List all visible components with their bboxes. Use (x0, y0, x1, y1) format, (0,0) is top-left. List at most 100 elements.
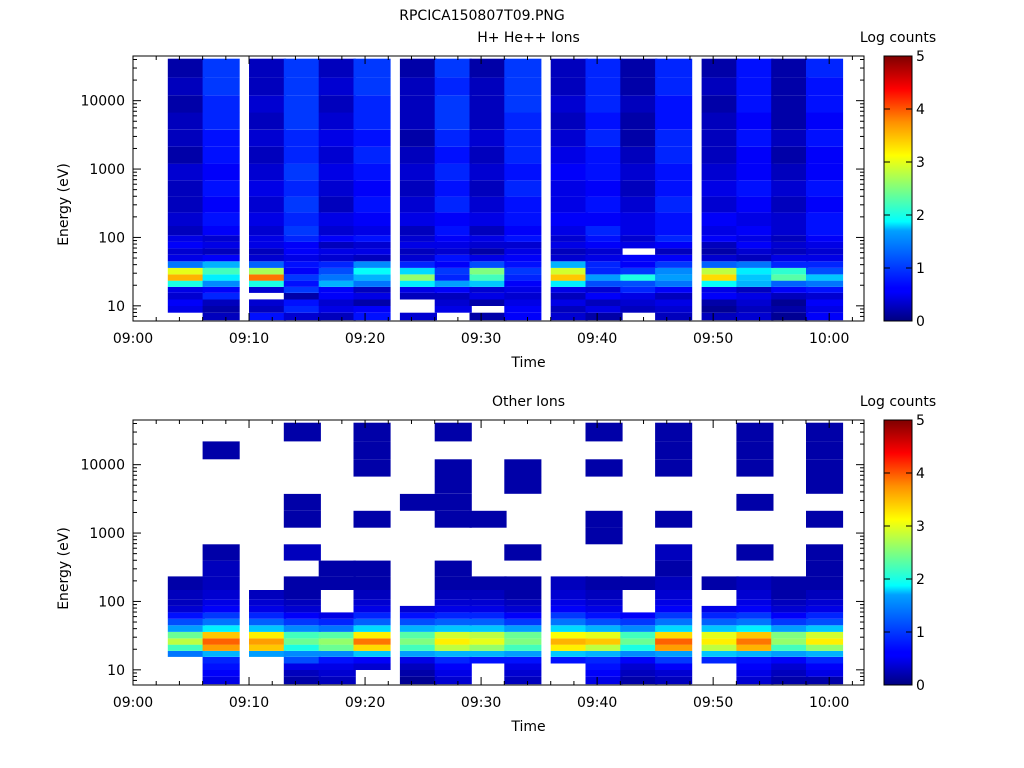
heatmap-cell (550, 650, 588, 657)
heatmap-cell (399, 241, 437, 249)
heatmap-cells (167, 422, 844, 685)
heatmap-cell (434, 77, 472, 96)
heatmap-cell (249, 625, 287, 632)
heatmap-cell (701, 235, 739, 242)
heatmap-cell (318, 644, 356, 651)
heatmap-cell (655, 644, 693, 651)
heatmap-cell (585, 254, 623, 262)
heatmap-cell (806, 625, 844, 632)
heatmap-cell (806, 441, 844, 460)
heatmap-cell (585, 590, 623, 600)
heatmap-cell (620, 663, 658, 670)
heatmap-cell (469, 180, 507, 197)
heatmap-cell (504, 146, 542, 164)
heatmap-cell (655, 650, 693, 657)
heatmap-cell (399, 254, 437, 262)
heatmap-cell (736, 670, 774, 677)
heatmap-cell (701, 650, 739, 657)
heatmap-cell (736, 644, 774, 651)
heatmap-cell (701, 274, 739, 281)
heatmap-cell (771, 235, 809, 242)
heatmap-cell (353, 196, 391, 213)
heatmap-cell (167, 590, 205, 600)
heatmap-cell (806, 261, 844, 268)
heatmap-cell (550, 112, 588, 130)
heatmap-cell (736, 459, 774, 477)
heatmap-cell (655, 254, 693, 262)
colorbar-tick-label: 1 (916, 625, 925, 641)
colorbar-tick-label: 1 (916, 261, 925, 277)
heatmap-cell (202, 650, 240, 657)
heatmap-cell (736, 590, 774, 600)
heatmap-cell (504, 676, 542, 685)
heatmap-cell (771, 286, 809, 293)
heatmap-cell (585, 657, 623, 664)
heatmap-cell (806, 286, 844, 293)
heatmap-cell (771, 280, 809, 287)
heatmap-cell (550, 268, 588, 275)
heatmap-cell (434, 632, 472, 639)
heatmap-cell (399, 146, 437, 164)
heatmap-cell (620, 129, 658, 147)
heatmap-cell (806, 510, 844, 528)
heatmap-cell (353, 510, 391, 528)
heatmap-cell (167, 576, 205, 590)
heatmap-cell (469, 235, 507, 242)
heatmap-cell (399, 226, 437, 236)
heatmap-cell (353, 459, 391, 477)
heatmap-cell (353, 261, 391, 268)
x-axis-label: Time (510, 355, 545, 371)
heatmap-cell (655, 286, 693, 293)
heatmap-cell (249, 268, 287, 275)
heatmap-cell (701, 180, 739, 197)
heatmap-cell (655, 670, 693, 677)
heatmap-cell (550, 299, 588, 306)
heatmap-cell (771, 196, 809, 213)
heatmap-cell (249, 163, 287, 181)
heatmap-cell (585, 625, 623, 632)
heatmap-cell (620, 268, 658, 275)
heatmap-cell (736, 261, 774, 268)
heatmap-cell (806, 293, 844, 300)
colorbar-tick-label: 4 (916, 466, 925, 482)
heatmap-cell (318, 286, 356, 293)
heatmap-cell (504, 129, 542, 147)
heatmap-cell (771, 590, 809, 600)
heatmap-cell (353, 422, 391, 442)
heatmap-cell (736, 618, 774, 626)
heatmap-cell (434, 576, 472, 590)
heatmap-cell (469, 605, 507, 613)
y-tick-label: 100 (98, 230, 125, 246)
heatmap-cell (620, 112, 658, 130)
colorbar-tick-label: 5 (916, 49, 925, 65)
heatmap-cell (399, 293, 437, 300)
heatmap-cell (504, 312, 542, 321)
heatmap-cell (469, 261, 507, 268)
colorbar-frame (883, 419, 913, 686)
heatmap-cell (504, 476, 542, 494)
colorbar-label: Log counts (860, 30, 936, 46)
heatmap-cell (550, 241, 588, 249)
heatmap-cell (620, 235, 658, 242)
heatmap-cell (806, 77, 844, 96)
heatmap-cell (353, 293, 391, 300)
heatmap-cell (353, 312, 391, 321)
heatmap-cell (202, 248, 240, 255)
heatmap-cell (701, 58, 739, 78)
heatmap-cell (701, 254, 739, 262)
heatmap-cell (504, 657, 542, 664)
heatmap-cell (701, 77, 739, 96)
heatmap-cell (399, 95, 437, 113)
y-axis-label: Energy (eV) (56, 527, 72, 610)
heatmap-cell (318, 625, 356, 632)
heatmap-cell (434, 590, 472, 600)
heatmap-cell (318, 676, 356, 685)
heatmap-cell (399, 312, 437, 321)
heatmap-cell (202, 560, 240, 577)
heatmap-cell (202, 261, 240, 268)
heatmap-cell (504, 248, 542, 255)
panel-h-he-ions: 09:00 09:10 09:20 09:30 09:40 09:50 10:0010100… (56, 30, 936, 371)
colorbar-tick-label: 3 (916, 519, 925, 535)
heatmap-cell (202, 163, 240, 181)
